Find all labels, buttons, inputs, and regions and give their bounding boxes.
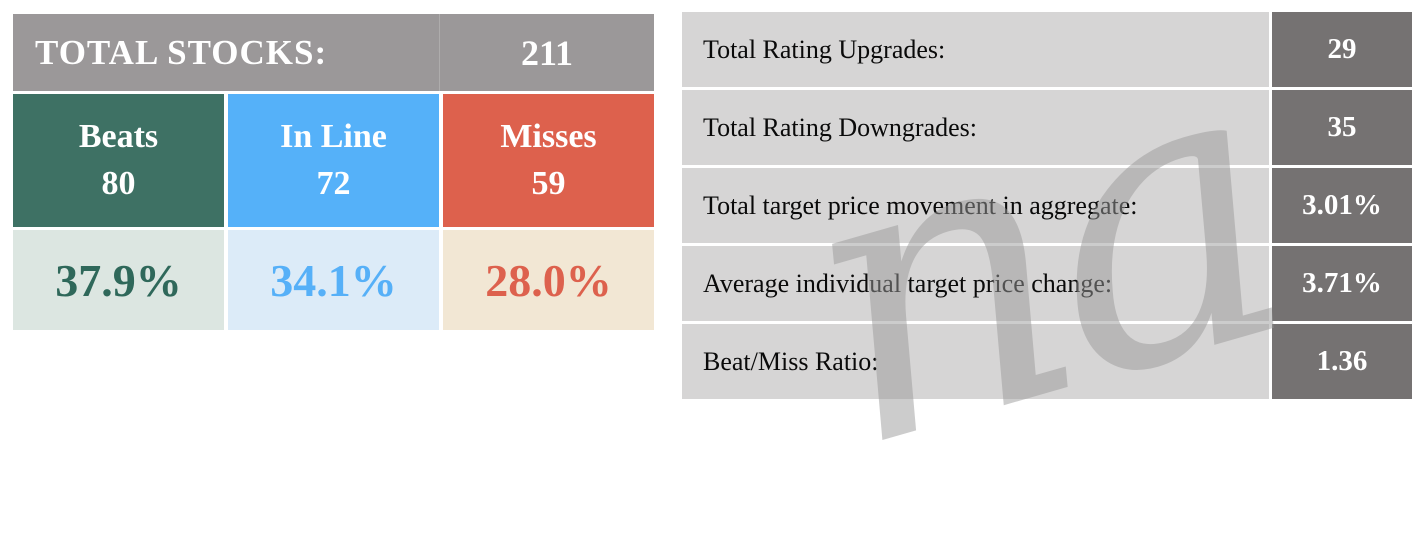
beat-miss-ratio-value: 1.36 [1272, 324, 1412, 399]
beats-percentage: 37.9% [13, 230, 224, 330]
rating-upgrades-value: 29 [1272, 12, 1412, 87]
table-row: Total target price movement in aggregate… [682, 168, 1412, 243]
inline-label: In Line [280, 117, 387, 155]
inline-percentage: 34.1% [228, 230, 439, 330]
misses-cell: Misses 59 [443, 94, 654, 227]
beats-label: Beats [78, 117, 159, 155]
total-stocks-value: 211 [520, 32, 573, 73]
inline-cell: In Line 72 [228, 94, 439, 227]
ratings-stats-table: Total Rating Upgrades: 29 Total Rating D… [682, 12, 1412, 402]
avg-target-price-label: Average individual target price change: [682, 246, 1269, 321]
aggregate-target-price-label: Total target price movement in aggregate… [682, 168, 1269, 243]
percentage-row: 37.9% 34.1% 28.0% [13, 230, 654, 330]
total-stocks-row: TOTAL STOCKS: 211 [13, 14, 654, 91]
inline-count: 72 [316, 164, 351, 202]
misses-label: Misses [500, 117, 597, 155]
earnings-summary-table: TOTAL STOCKS: 211 Beats 80 In Line 72 Mi… [13, 14, 654, 330]
aggregate-target-price-value: 3.01% [1272, 168, 1412, 243]
beats-cell: Beats 80 [13, 94, 224, 227]
beat-miss-ratio-label: Beat/Miss Ratio: [682, 324, 1269, 399]
table-row: Beat/Miss Ratio: 1.36 [682, 324, 1412, 399]
rating-upgrades-label: Total Rating Upgrades: [682, 12, 1269, 87]
category-row: Beats 80 In Line 72 Misses 59 [13, 94, 654, 227]
rating-downgrades-value: 35 [1272, 90, 1412, 165]
beats-count: 80 [101, 164, 136, 202]
misses-percentage: 28.0% [443, 230, 654, 330]
rating-downgrades-label: Total Rating Downgrades: [682, 90, 1269, 165]
table-row: Average individual target price change: … [682, 246, 1412, 321]
table-row: Total Rating Upgrades: 29 [682, 12, 1412, 87]
table-row: Total Rating Downgrades: 35 [682, 90, 1412, 165]
total-stocks-label: TOTAL STOCKS: [13, 14, 440, 91]
misses-count: 59 [531, 164, 566, 202]
avg-target-price-value: 3.71% [1272, 246, 1412, 321]
